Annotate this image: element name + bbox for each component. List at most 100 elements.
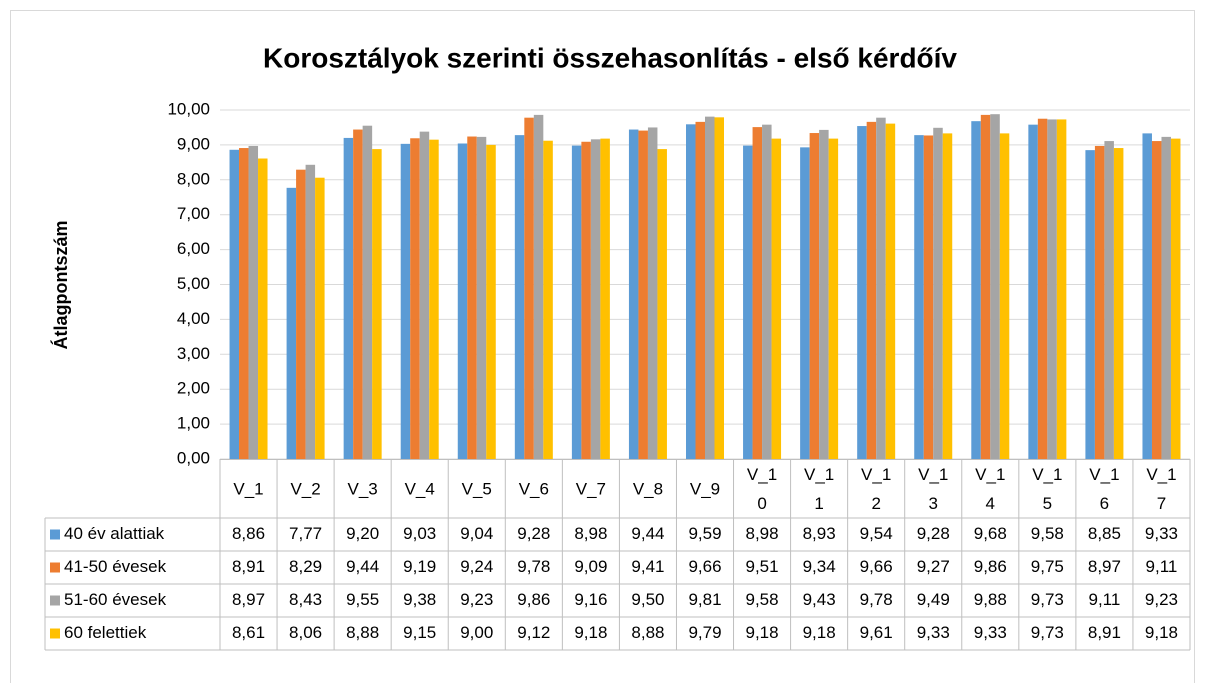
- x-tick-label-part: V_1: [861, 465, 891, 484]
- bar: [296, 169, 306, 459]
- bar: [686, 124, 696, 460]
- bar: [714, 117, 724, 459]
- table-value: 9,44: [631, 524, 664, 543]
- x-tick-label: V_1 7: [1146, 465, 1176, 513]
- bar: [999, 133, 1010, 459]
- bar: [286, 187, 297, 459]
- table-value: 8,88: [631, 623, 664, 642]
- table-value: 8,43: [289, 590, 322, 609]
- legend-key: [50, 595, 60, 606]
- table-value: 9,23: [1145, 590, 1178, 609]
- bar: [1142, 133, 1152, 459]
- table-value: 9,24: [460, 557, 493, 576]
- x-tick-label-part: 3: [929, 494, 938, 513]
- x-tick-label: V_1 3: [918, 465, 948, 513]
- x-tick-label: V_1 6: [1089, 465, 1119, 513]
- table-value: 9,78: [517, 557, 550, 576]
- x-tick-label: V_7: [576, 479, 606, 498]
- table-value: 9,50: [631, 590, 664, 609]
- y-tick-label: 0,00: [177, 448, 210, 467]
- table-value: 9,11: [1088, 590, 1120, 609]
- table-value: 8,93: [803, 524, 836, 543]
- bar: [914, 135, 924, 460]
- table-value: 9,61: [860, 623, 893, 642]
- table-value: 9,55: [346, 590, 379, 609]
- table-value: 8,88: [346, 623, 379, 642]
- table-value: 8,85: [1088, 524, 1121, 543]
- bar: [343, 137, 354, 460]
- table-value: 9,75: [1031, 557, 1064, 576]
- bar: [1085, 150, 1095, 459]
- table-value: 8,98: [574, 524, 607, 543]
- table-value: 9,18: [803, 623, 836, 642]
- bar: [590, 139, 601, 460]
- table-value: 8,91: [232, 557, 265, 576]
- table-value: 9,41: [631, 557, 664, 576]
- y-tick-label: 3,00: [177, 344, 210, 363]
- y-tick-label: 8,00: [177, 169, 210, 188]
- bar: [571, 145, 582, 459]
- bar: [1028, 124, 1038, 460]
- bar: [743, 145, 753, 459]
- x-tick-label: V_6: [519, 479, 549, 498]
- x-tick-label: V_1 4: [975, 465, 1005, 513]
- table-value: 9,86: [974, 557, 1007, 576]
- bar: [695, 121, 705, 459]
- table-value: 8,91: [1088, 623, 1121, 642]
- bar: [1104, 141, 1114, 459]
- bar: [971, 121, 981, 459]
- bar: [1113, 148, 1124, 459]
- table-value: 9,23: [460, 590, 493, 609]
- y-tick-label: 1,00: [177, 414, 210, 433]
- table-value: 9,58: [1031, 524, 1064, 543]
- y-axis-title: Átlagpontszám: [50, 220, 71, 349]
- y-tick-label: 6,00: [177, 239, 210, 258]
- table-value: 9,00: [460, 623, 493, 642]
- table-value: 9,18: [1145, 623, 1178, 642]
- bar: [524, 117, 534, 459]
- bar: [1037, 118, 1048, 459]
- x-tick-label-part: 5: [1043, 494, 1052, 513]
- bar: [543, 140, 553, 459]
- bar: [514, 135, 525, 460]
- table-value: 9,09: [574, 557, 607, 576]
- legend-label: 51-60 évesek: [64, 590, 167, 609]
- bar: [362, 125, 373, 459]
- table-value: 9,54: [860, 524, 893, 543]
- bar: [476, 136, 487, 460]
- bar: [990, 114, 1000, 460]
- table-value: 9,38: [403, 590, 436, 609]
- bar: [353, 129, 363, 459]
- table-value: 9,12: [517, 623, 550, 642]
- y-tick-label: 10,00: [167, 99, 210, 118]
- x-tick-label-part: V_1: [747, 465, 777, 484]
- table-value: 8,86: [232, 524, 265, 543]
- table-value: 9,66: [860, 557, 893, 576]
- x-tick-label: V_4: [405, 479, 435, 498]
- table-value: 9,03: [403, 524, 436, 543]
- table-value: 9,88: [974, 590, 1007, 609]
- y-tick-label: 9,00: [177, 134, 210, 153]
- bar: [828, 138, 839, 460]
- table-value: 8,97: [1088, 557, 1121, 576]
- table-value: 9,86: [517, 590, 550, 609]
- x-tick-label: V_2: [290, 479, 320, 498]
- table-value: 9,18: [746, 623, 779, 642]
- table-value: 9,28: [917, 524, 950, 543]
- table-value: 9,79: [688, 623, 721, 642]
- bar: [762, 124, 772, 460]
- bar: [857, 126, 867, 459]
- bar: [533, 114, 544, 460]
- bar: [486, 144, 496, 459]
- bar: [657, 149, 667, 459]
- table-value: 9,15: [403, 623, 436, 642]
- table-value: 9,43: [803, 590, 836, 609]
- table-value: 8,97: [232, 590, 265, 609]
- bar: [1161, 136, 1171, 460]
- bar: [315, 177, 325, 459]
- bar: [942, 133, 953, 459]
- x-tick-label: V_9: [690, 479, 720, 498]
- table-value: 9,51: [746, 557, 779, 576]
- table-value: 9,11: [1146, 557, 1178, 576]
